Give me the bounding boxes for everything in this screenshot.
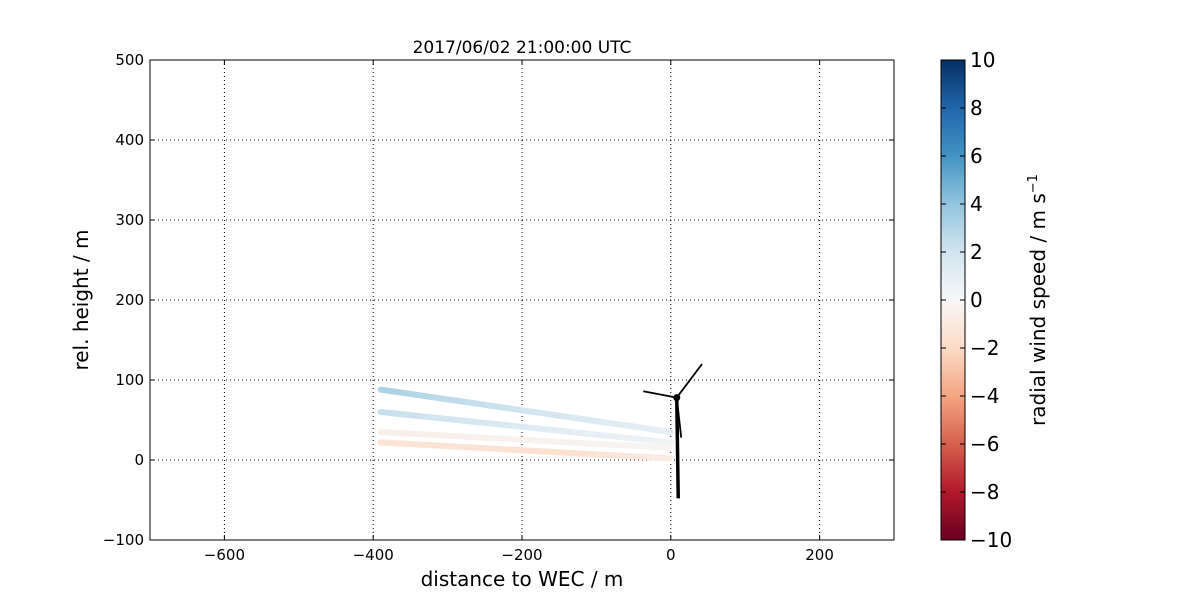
y-axis: −100 0 100 200 300 400 500: [103, 51, 894, 549]
beam-segment: [655, 438, 674, 446]
turbine-blade: [676, 363, 703, 399]
lidar-beam: [377, 439, 674, 462]
lidar-beam: [377, 429, 674, 451]
colorbar-tick-label: 0: [970, 288, 983, 312]
turbine-blade: [675, 397, 683, 438]
colorbar-tick-label: 10: [970, 48, 995, 72]
colorbar-tick-label: −4: [970, 384, 999, 408]
y-tick-label: 0: [134, 451, 144, 469]
lidar-beam: [377, 409, 674, 446]
turbine-hub: [673, 394, 681, 402]
beam-segment: [655, 427, 674, 435]
colorbar-label-exponent: −1: [1026, 174, 1041, 193]
grid: [150, 59, 894, 541]
turbine-tower: [675, 397, 680, 499]
y-tick-label: −100: [103, 531, 144, 549]
x-tick-label: 200: [805, 546, 834, 564]
y-axis-label: rel. height / m: [69, 229, 93, 370]
y-tick-label: 300: [115, 211, 144, 229]
colorbar-label: radial wind speed / m s−1: [1026, 174, 1050, 426]
colorbar-label-text: radial wind speed / m s: [1026, 193, 1050, 426]
colorbar-tick-label: 2: [970, 240, 983, 264]
x-tick-label: 0: [666, 546, 676, 564]
wind-turbine: [643, 363, 703, 499]
colorbar-tick-label: 8: [970, 96, 983, 120]
colorbar-tick-label: −6: [970, 432, 999, 456]
colorbar-tick-label: 4: [970, 192, 983, 216]
y-tick-label: 200: [115, 291, 144, 309]
colorbar-tick-label: −10: [970, 528, 1012, 552]
x-axis: −600 −400 −200 0 200: [204, 60, 834, 564]
colorbar-tick-label: −8: [970, 480, 999, 504]
x-axis-label: distance to WEC / m: [421, 567, 624, 591]
y-tick-label: 500: [115, 51, 144, 69]
y-tick-label: 100: [115, 371, 144, 389]
x-tick-label: −200: [501, 546, 542, 564]
beam-segment: [655, 444, 674, 451]
colorbar-tick-label: 6: [970, 144, 983, 168]
x-tick-label: −400: [353, 546, 394, 564]
colorbar-ticks: 10 8 6 4 2 0 −2 −4 −6 −8 −10: [941, 48, 1012, 552]
series-layer: [377, 386, 674, 462]
colorbar-tick-label: −2: [970, 336, 999, 360]
turbine-blade: [643, 390, 677, 399]
chart-title: 2017/06/02 21:00:00 UTC: [413, 38, 632, 58]
x-tick-label: −600: [204, 546, 245, 564]
lidar-beam: [377, 386, 674, 435]
y-tick-label: 400: [115, 131, 144, 149]
